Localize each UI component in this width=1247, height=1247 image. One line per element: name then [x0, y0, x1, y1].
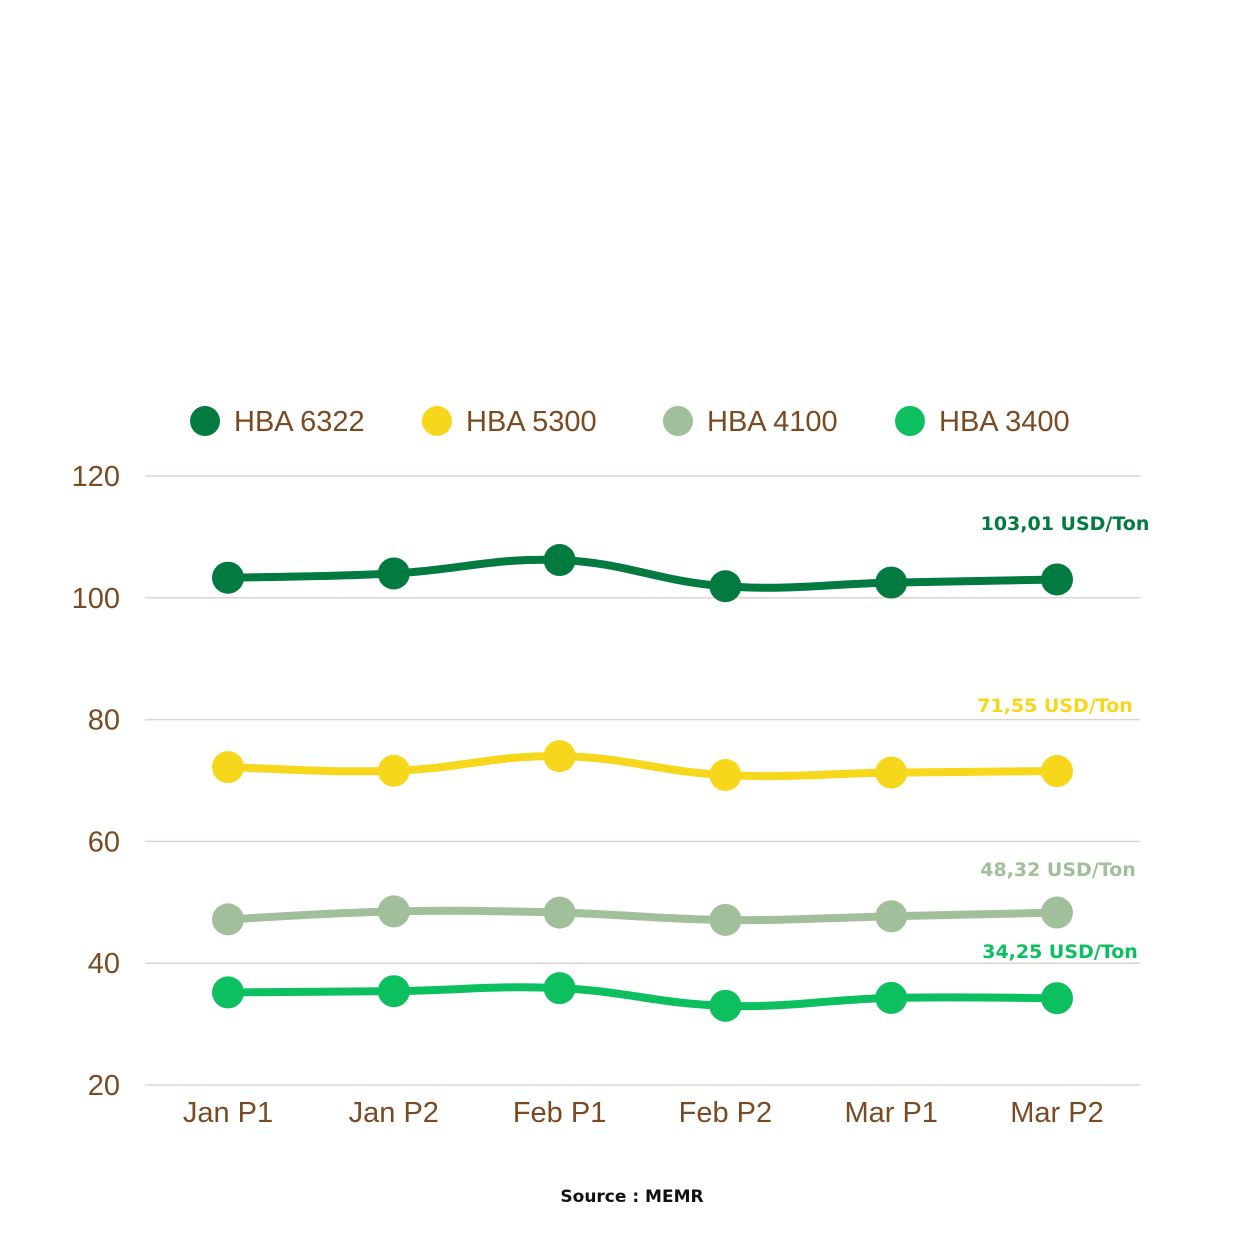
- y-axis-ticks: 120 100 80 60 40 20: [72, 461, 120, 1102]
- x-tick-label: Feb P1: [513, 1097, 607, 1129]
- x-axis-ticks: Jan P1 Jan P2 Feb P1 Feb P2 Mar P1 Mar P2: [183, 1097, 1104, 1129]
- series-line: [224, 983, 1061, 1011]
- legend-marker: [190, 406, 220, 436]
- legend-marker: [663, 406, 693, 436]
- series-hba-5300: [212, 740, 1073, 792]
- y-tick-label: 60: [88, 826, 120, 858]
- data-point: [709, 903, 742, 936]
- y-tick-label: 120: [72, 461, 120, 493]
- x-tick-label: Jan P2: [349, 1097, 439, 1129]
- legend-item: HBA 3400: [895, 406, 1070, 438]
- grid-lines: [145, 475, 1140, 1086]
- data-point: [543, 972, 576, 1005]
- y-tick-label: 40: [88, 948, 120, 980]
- legend-label: HBA 6322: [234, 406, 365, 438]
- data-point: [1041, 982, 1073, 1015]
- legend: HBA 6322 HBA 5300 HBA 4100 HBA 3400: [190, 406, 1070, 438]
- data-point: [709, 570, 742, 603]
- legend-marker: [422, 406, 452, 436]
- data-point: [709, 759, 742, 792]
- series-line: [224, 555, 1061, 592]
- end-labels: 103,01 USD/Ton 71,55 USD/Ton 48,32 USD/Ton…: [977, 513, 1149, 963]
- legend-item: HBA 4100: [663, 406, 838, 438]
- data-point: [875, 566, 908, 599]
- series-line: [224, 906, 1061, 925]
- series-line: [224, 752, 1061, 781]
- data-point: [1041, 896, 1073, 929]
- data-point: [543, 896, 576, 929]
- data-point: [543, 740, 576, 773]
- source-note: Source : MEMR: [560, 1187, 704, 1207]
- data-point: [709, 989, 742, 1022]
- x-tick-label: Feb P2: [679, 1097, 773, 1129]
- series-hba-3400: [212, 972, 1073, 1022]
- data-point: [1041, 755, 1073, 788]
- x-tick-label: Mar P1: [844, 1097, 937, 1129]
- legend-item: HBA 6322: [190, 406, 365, 438]
- end-value-label: 71,55 USD/Ton: [977, 695, 1133, 717]
- end-value-label: 103,01 USD/Ton: [981, 513, 1150, 535]
- data-point: [377, 557, 410, 590]
- legend-label: HBA 5300: [466, 406, 597, 438]
- y-tick-label: 80: [88, 705, 120, 737]
- data-point: [212, 903, 244, 936]
- data-point: [212, 976, 244, 1009]
- series-hba-4100: [212, 895, 1073, 936]
- end-value-label: 48,32 USD/Ton: [980, 859, 1136, 881]
- data-point: [875, 756, 908, 789]
- data-point: [543, 544, 576, 577]
- x-tick-label: Mar P2: [1010, 1097, 1103, 1129]
- end-value-label: 34,25 USD/Ton: [982, 941, 1138, 963]
- x-tick-label: Jan P1: [183, 1097, 273, 1129]
- legend-marker: [895, 406, 925, 436]
- series-lines: [212, 544, 1073, 1022]
- data-point: [377, 975, 410, 1008]
- data-point: [212, 751, 244, 784]
- legend-label: HBA 4100: [707, 406, 838, 438]
- data-point: [875, 981, 908, 1014]
- series-hba-6322: [212, 544, 1073, 603]
- legend-label: HBA 3400: [939, 406, 1070, 438]
- data-point: [377, 754, 410, 787]
- y-tick-label: 20: [88, 1070, 120, 1102]
- data-point: [377, 895, 410, 928]
- data-point: [1041, 563, 1073, 596]
- data-point: [875, 900, 908, 933]
- data-point: [212, 561, 244, 594]
- y-tick-label: 100: [72, 583, 120, 615]
- legend-item: HBA 5300: [422, 406, 597, 438]
